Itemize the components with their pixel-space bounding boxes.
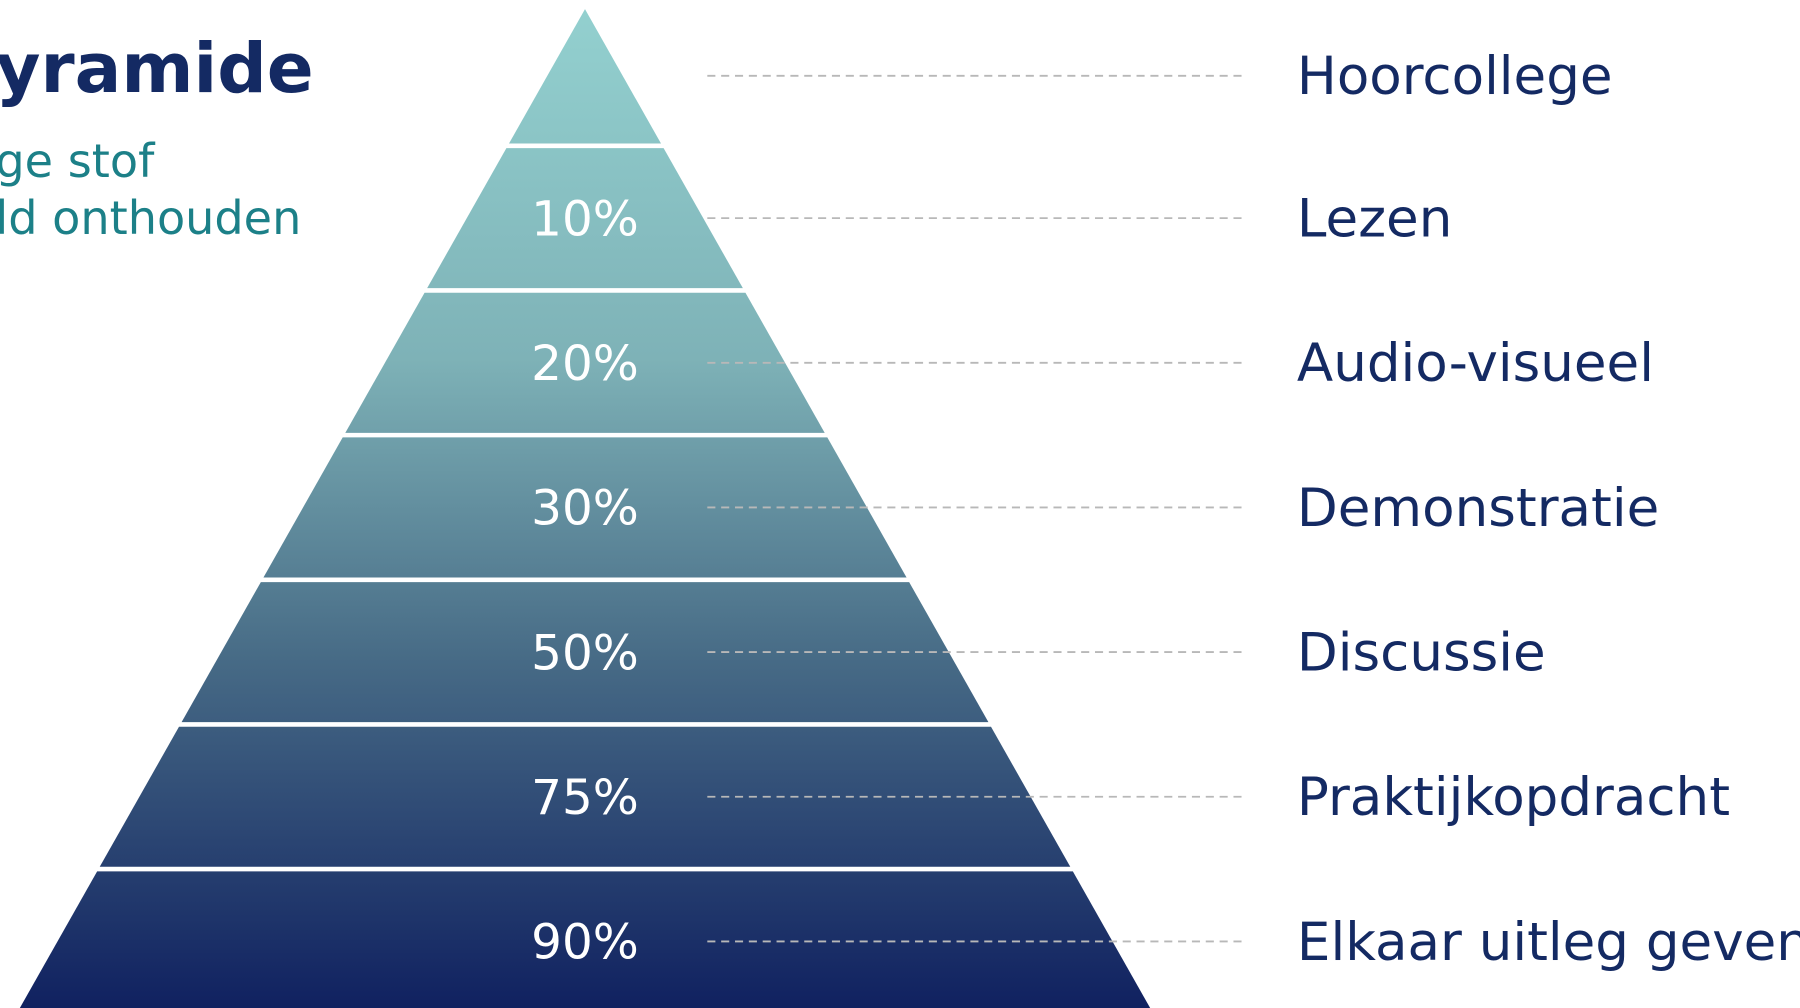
pyramid-layer (427, 148, 743, 289)
percentage-label: 20% (531, 336, 639, 392)
subtitle-line: ge stof (0, 134, 156, 188)
level-label: Hoorcollege (1297, 46, 1613, 107)
pyramid-layer (99, 726, 1071, 867)
pyramid-layer (345, 292, 825, 433)
subtitle-line: ld onthouden (0, 191, 301, 245)
percentage-label: 10% (531, 191, 639, 247)
pyramid-layer (19, 871, 1151, 1008)
title: yramide (0, 29, 314, 109)
pyramid-layer (508, 9, 662, 144)
pyramid-layer (263, 437, 907, 578)
level-label: Lezen (1297, 189, 1452, 250)
pyramid-layer (181, 582, 989, 723)
level-label: Demonstratie (1297, 478, 1659, 539)
level-label: Discussie (1297, 623, 1546, 684)
percentage-label: 90% (531, 915, 639, 971)
level-label: Audio-visueel (1297, 333, 1654, 394)
percentage-label: 75% (531, 770, 639, 826)
percentage-label: 50% (531, 625, 639, 681)
percentage-label: 30% (531, 481, 639, 537)
level-label: Elkaar uitleg geven (1297, 912, 1800, 973)
level-label: Praktijkopdracht (1297, 767, 1730, 828)
